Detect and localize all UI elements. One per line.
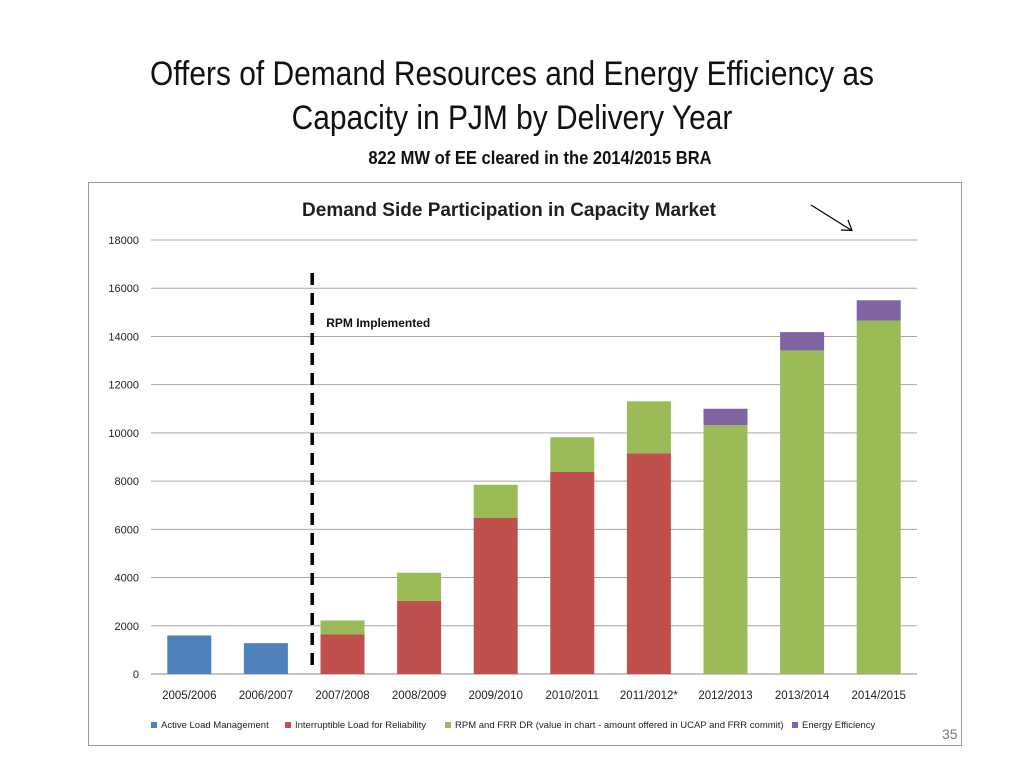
legend-swatch	[285, 722, 291, 728]
bar-segment	[550, 437, 595, 472]
bar-segment	[780, 332, 825, 351]
legend-label: RPM and FRR DR (value in chart - amount …	[455, 720, 784, 731]
y-tick-label: 2000	[115, 621, 139, 633]
bar-segment	[703, 408, 748, 426]
arrow-shaft	[810, 204, 852, 231]
x-tick-label: 2011/2012*	[620, 690, 679, 702]
x-tick-label: 2006/2007	[239, 690, 293, 702]
chart-frame: Demand Side Participation in Capacity Ma…	[88, 182, 962, 746]
legend-label: Energy Efficiency	[802, 720, 875, 731]
y-tick-label: 6000	[115, 524, 139, 536]
slide-title-line-2: Capacity in PJM by Delivery Year	[291, 99, 733, 137]
legend-label: Active Load Management	[161, 720, 269, 731]
bar-segment	[243, 643, 288, 674]
slide-title-line-1: Offers of Demand Resources and Energy Ef…	[150, 55, 874, 93]
legend-swatch	[151, 722, 157, 728]
x-tick-label: 2014/2015	[852, 690, 906, 702]
y-tick-label: 16000	[108, 283, 139, 295]
x-tick-label: 2009/2010	[469, 690, 523, 702]
x-tick-label: 2008/2009	[392, 690, 446, 702]
bar-segment	[320, 634, 365, 674]
bar-segment	[473, 518, 518, 674]
bar-segment	[397, 600, 442, 674]
bar-segment	[703, 425, 748, 674]
bar-segment	[780, 350, 825, 674]
bar-segment	[167, 635, 212, 674]
bar-segment	[856, 300, 901, 321]
y-tick-label: 8000	[115, 476, 139, 488]
slide-subtitle: 822 MW of EE cleared in the 2014/2015 BR…	[368, 148, 712, 168]
legend-label: Interruptible Load for Reliability	[295, 720, 426, 731]
y-tick-label: 4000	[115, 573, 139, 585]
y-tick-label: 14000	[108, 331, 139, 343]
legend-swatch	[445, 722, 451, 728]
bar-segment	[626, 401, 671, 454]
bar-segment	[397, 572, 442, 601]
x-tick-label: 2007/2008	[315, 690, 369, 702]
slide-title: Offers of Demand Resources and Energy Ef…	[61, 52, 962, 140]
page-number: 35	[942, 726, 958, 742]
bar-segment	[320, 620, 365, 635]
y-tick-label: 12000	[108, 380, 139, 392]
chart: Demand Side Participation in Capacity Ma…	[108, 200, 917, 731]
y-tick-label: 10000	[108, 428, 139, 440]
rpm-annotation-label: RPM Implemented	[326, 316, 430, 330]
y-tick-label: 18000	[108, 235, 139, 247]
legend-swatch	[792, 722, 798, 728]
bar-segment	[626, 453, 671, 674]
arrow-head	[840, 219, 853, 232]
x-tick-label: 2005/2006	[162, 690, 216, 702]
x-tick-label: 2010/2011	[546, 690, 600, 702]
x-tick-label: 2013/2014	[775, 690, 830, 702]
y-tick-label: 0	[133, 669, 139, 681]
chart-title: Demand Side Participation in Capacity Ma…	[302, 200, 717, 221]
bar-segment	[550, 471, 595, 674]
bar-segment	[856, 320, 901, 674]
bar-segment	[473, 484, 518, 519]
x-tick-label: 2012/2013	[698, 690, 752, 702]
